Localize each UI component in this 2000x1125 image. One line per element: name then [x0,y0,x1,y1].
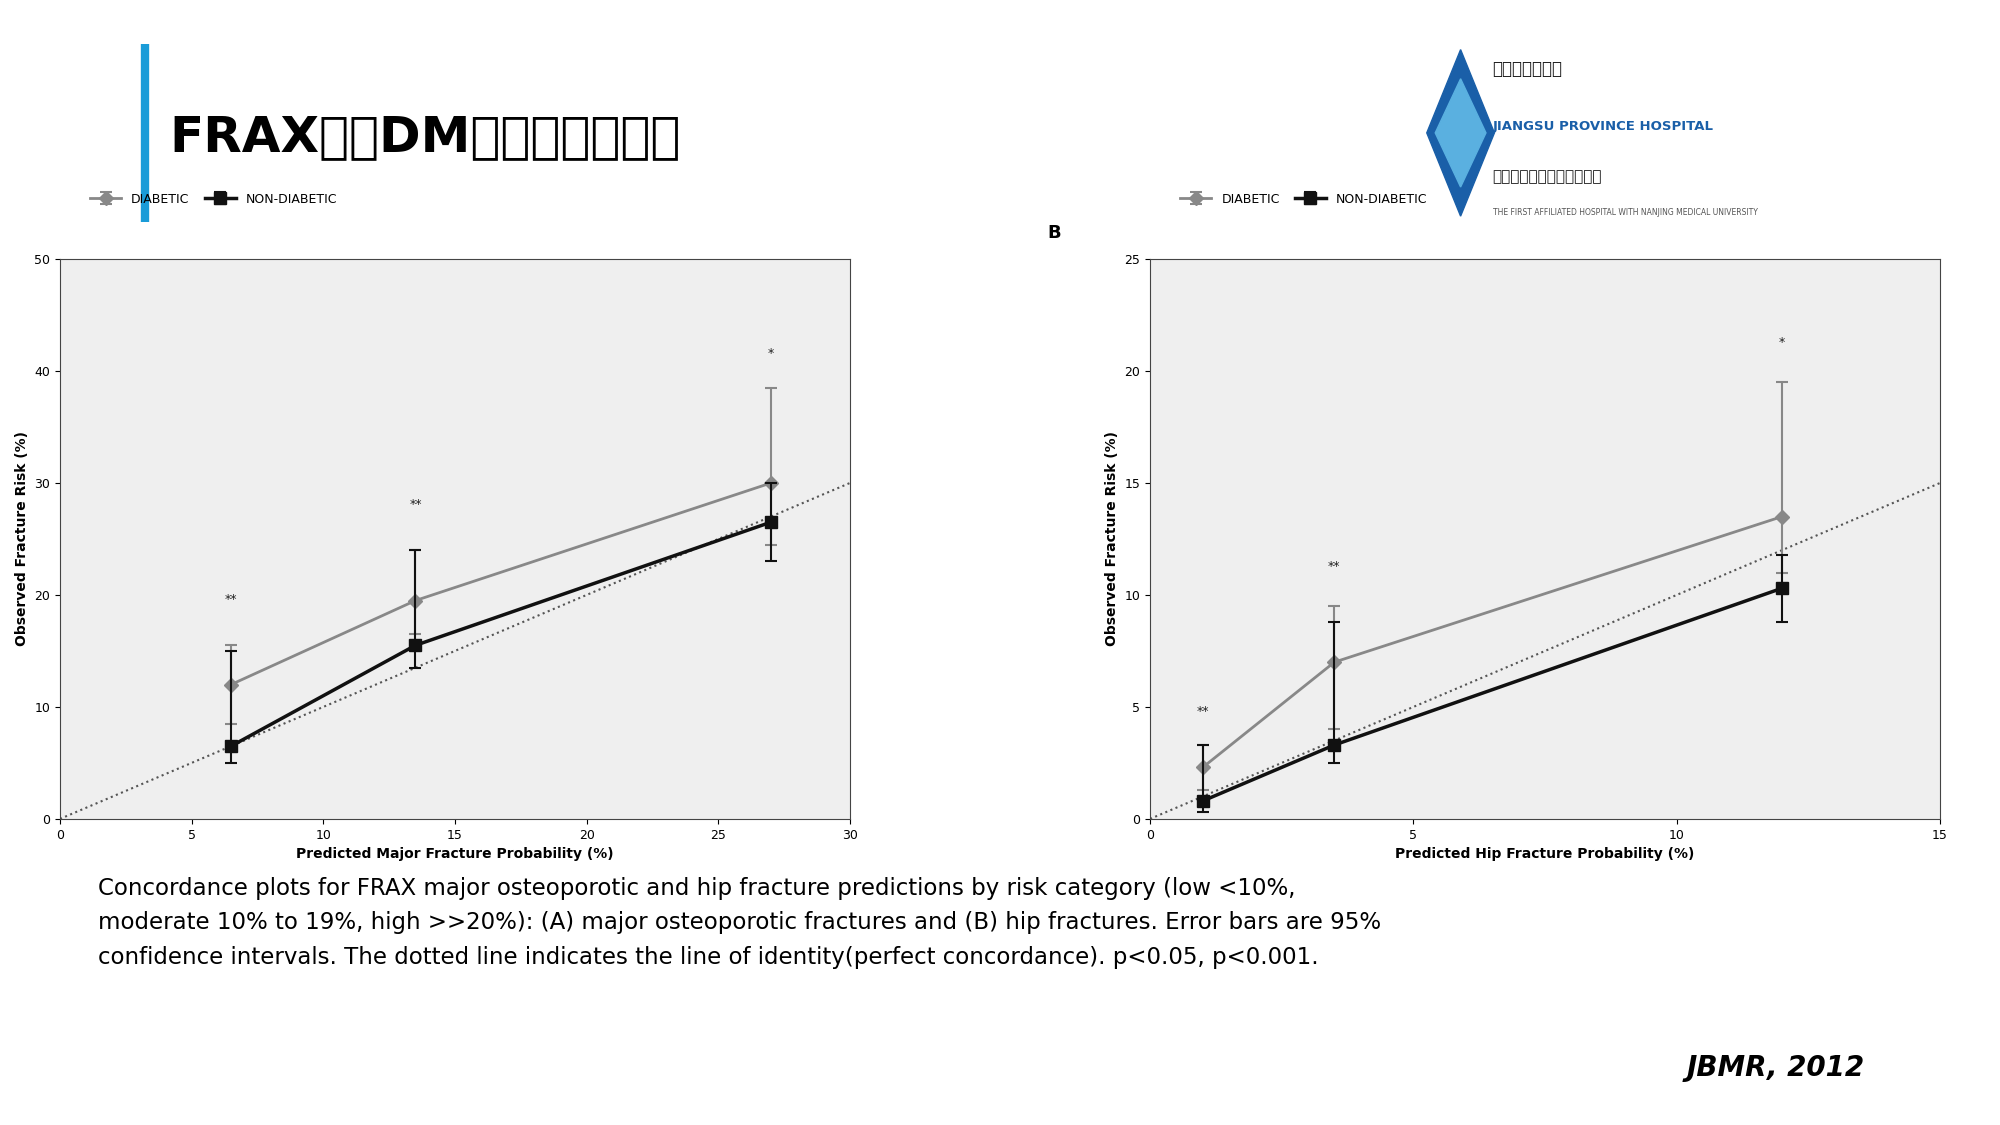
Text: Concordance plots for FRAX major osteoporotic and hip fracture predictions by ri: Concordance plots for FRAX major osteopo… [98,876,1380,969]
X-axis label: Predicted Major Fracture Probability (%): Predicted Major Fracture Probability (%) [296,847,614,861]
Text: **: ** [224,593,238,606]
X-axis label: Predicted Hip Fracture Probability (%): Predicted Hip Fracture Probability (%) [1396,847,1694,861]
Text: 南京医科大学第一附属医院: 南京医科大学第一附属医院 [1492,169,1602,184]
Y-axis label: Observed Fracture Risk (%): Observed Fracture Risk (%) [14,432,28,647]
Text: JIANGSU PROVINCE HOSPITAL: JIANGSU PROVINCE HOSPITAL [1492,120,1714,134]
Text: **: ** [1328,559,1340,573]
Text: *: * [1778,335,1786,349]
Legend: DIABETIC, NON-DIABETIC: DIABETIC, NON-DIABETIC [90,192,338,206]
Text: FRAX低估DM患者骨折发生率: FRAX低估DM患者骨折发生率 [170,112,680,161]
Text: *: * [768,346,774,360]
Text: JBMR, 2012: JBMR, 2012 [1686,1054,1864,1082]
Polygon shape [1426,50,1494,216]
Text: 江苏省人民医院: 江苏省人民医院 [1492,61,1562,79]
Text: **: ** [410,498,422,511]
Polygon shape [1436,79,1486,187]
Text: THE FIRST AFFILIATED HOSPITAL WITH NANJING MEDICAL UNIVERSITY: THE FIRST AFFILIATED HOSPITAL WITH NANJI… [1492,208,1758,217]
Text: B: B [1048,224,1062,242]
Text: **: ** [1196,705,1208,718]
Y-axis label: Observed Fracture Risk (%): Observed Fracture Risk (%) [1104,432,1118,647]
Legend: DIABETIC, NON-DIABETIC: DIABETIC, NON-DIABETIC [1180,192,1428,206]
